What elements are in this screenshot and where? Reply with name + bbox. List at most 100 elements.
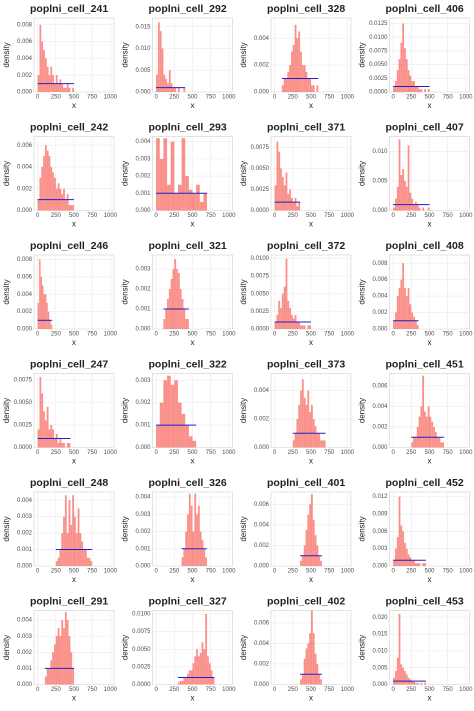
x-tick-label: 0 — [36, 687, 40, 693]
x-tick-label: 750 — [206, 569, 217, 575]
x-tick-label: 750 — [87, 332, 98, 338]
histogram-bar — [422, 207, 425, 211]
x-tick-label: 250 — [169, 332, 180, 338]
histogram-bar — [396, 657, 399, 685]
x-tick-label: 250 — [406, 450, 417, 456]
y-tick-label: 0.004 — [254, 641, 270, 647]
histogram-bar — [50, 324, 53, 329]
histogram-bar — [424, 563, 426, 566]
histogram-bar — [311, 404, 313, 448]
panel-title: poplni_cell_408 — [386, 240, 464, 252]
x-tick-label: 750 — [324, 450, 335, 456]
histogram-bar — [298, 404, 301, 448]
y-tick-label: 0.0000 — [251, 208, 270, 214]
histogram-bar — [159, 158, 164, 211]
histogram-bar — [207, 656, 209, 685]
x-axis-label: x — [191, 575, 195, 584]
histogram-bar — [407, 70, 410, 92]
y-axis-label: density — [2, 161, 11, 186]
y-tick-label: 0.0000 — [251, 327, 270, 333]
histogram-bar — [318, 674, 321, 685]
y-tick-label: 0.004 — [17, 498, 33, 504]
x-tick-label: 500 — [187, 450, 198, 456]
histogram-bar — [434, 432, 437, 448]
histogram-bar — [305, 530, 308, 566]
histogram-bar — [318, 433, 321, 448]
y-tick-label: 0.002 — [254, 543, 270, 549]
histogram-bar — [49, 320, 51, 329]
y-tick-label: 0.004 — [254, 36, 270, 42]
panel: poplni_cell_242 0.000 0.002 0.004 0.006 0 250 5… — [2, 121, 118, 228]
x-tick-label: 500 — [187, 687, 198, 693]
x-tick-label: 250 — [51, 332, 62, 338]
y-tick-label: 0.000 — [135, 445, 151, 451]
x-tick-label: 1000 — [459, 687, 473, 693]
histogram-bar — [413, 560, 415, 566]
x-tick-label: 500 — [424, 95, 435, 101]
histogram-bar — [420, 682, 423, 685]
x-tick-label: 0 — [154, 687, 158, 693]
y-axis-label: density — [121, 516, 130, 541]
y-axis-label: density — [121, 635, 130, 660]
x-tick-label: 750 — [324, 95, 335, 101]
x-tick-label: 1000 — [341, 450, 355, 456]
y-tick-label: 0.003 — [135, 156, 151, 162]
histogram-bar — [402, 169, 405, 211]
y-tick-label: 0.002 — [254, 662, 270, 668]
x-axis-label: x — [191, 220, 195, 229]
histogram-bar — [167, 299, 169, 329]
histogram-bar — [188, 493, 191, 566]
histogram-bar — [316, 85, 319, 92]
histogram-bar — [156, 425, 160, 448]
x-axis-label: x — [428, 338, 432, 347]
y-tick-label: 0.003 — [135, 267, 151, 273]
panel: poplni_cell_406 0.0000 0.0025 0.0050 0.0075 0… — [358, 3, 474, 110]
y-tick-label: 0.005 — [372, 665, 388, 671]
histogram-bar — [183, 548, 186, 566]
y-tick-label: 0.0000 — [369, 90, 388, 96]
histogram-bar — [183, 87, 186, 92]
histogram-bar — [61, 83, 64, 92]
x-tick-label: 250 — [406, 687, 417, 693]
x-tick-label: 750 — [87, 569, 98, 575]
histogram-bar — [404, 671, 406, 685]
x-tick-label: 0 — [273, 450, 277, 456]
histogram-bar — [199, 201, 204, 211]
histogram-bar — [394, 548, 397, 566]
panel-title: poplni_cell_322 — [149, 358, 227, 370]
x-tick-label: 750 — [87, 95, 98, 101]
x-tick-label: 250 — [169, 569, 180, 575]
y-tick-label: 0.001 — [17, 547, 33, 553]
histogram-bar — [394, 671, 397, 685]
y-tick-label: 0.008 — [17, 22, 33, 28]
histogram-bar — [68, 442, 71, 448]
x-tick-label: 250 — [288, 569, 299, 575]
y-tick-label: 0.000 — [372, 327, 388, 333]
histogram-bar — [212, 677, 215, 685]
y-tick-label: 0.0075 — [251, 274, 270, 280]
histogram-bar — [185, 425, 189, 448]
histogram-bar — [188, 436, 193, 448]
y-axis-label: density — [239, 161, 248, 186]
histogram-bar — [298, 321, 301, 329]
histogram-bar — [43, 156, 45, 211]
y-tick-label: 0.0075 — [132, 629, 151, 635]
histogram-bar — [168, 70, 171, 92]
x-tick-label: 500 — [69, 450, 80, 456]
y-axis-label: density — [358, 398, 367, 423]
histogram-bar — [156, 74, 158, 92]
y-tick-label: 0.002 — [254, 417, 270, 423]
x-tick-label: 1000 — [341, 213, 355, 219]
histogram-bar — [413, 204, 415, 211]
histogram-bar — [398, 287, 401, 329]
histogram-bar — [185, 677, 188, 685]
histogram-bar — [320, 440, 322, 448]
y-axis-label: density — [2, 42, 11, 67]
histogram-bar — [291, 197, 293, 211]
histogram-bar — [309, 411, 311, 448]
y-tick-label: 0.0050 — [14, 400, 33, 406]
histogram-bar — [424, 682, 426, 685]
y-tick-label: 0.010 — [372, 648, 388, 654]
histogram-bar — [66, 442, 69, 448]
histogram-bar — [66, 620, 69, 685]
